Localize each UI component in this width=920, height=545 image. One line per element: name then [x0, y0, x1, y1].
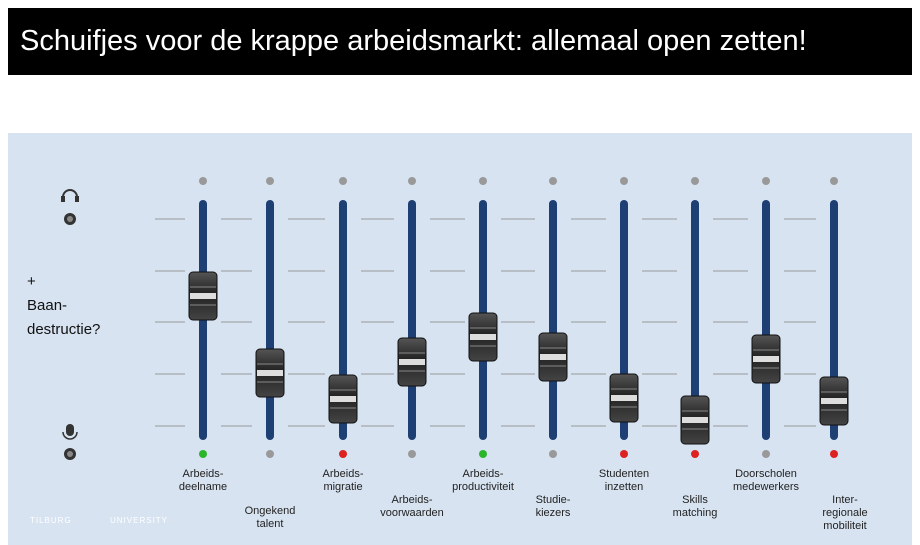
track	[266, 200, 274, 440]
track	[691, 200, 699, 440]
top-dot	[830, 177, 838, 185]
slider-label: Ongekend talent	[244, 505, 296, 530]
slider-label: Arbeids- voorwaarden	[380, 494, 444, 519]
title: Schuifjes voor de krappe arbeidsmarkt: a…	[20, 25, 807, 57]
status-dot	[199, 450, 207, 458]
slider-label: Inter- regionale mobiliteit	[822, 494, 868, 532]
top-dot	[339, 177, 347, 185]
knob-line	[611, 395, 637, 401]
slider-label: Skills matching	[672, 494, 718, 519]
status-dot	[266, 450, 274, 458]
slider-label: Arbeids- productiviteit	[452, 468, 514, 493]
knob-line	[470, 334, 496, 340]
slider-label: Arbeids- migratie	[322, 468, 364, 493]
mic-icon	[62, 424, 78, 460]
status-dot	[691, 450, 699, 458]
top-dot	[479, 177, 487, 185]
plus: +	[27, 273, 36, 290]
slider-label: Doorscholen medewerkers	[732, 468, 800, 493]
top-dot	[199, 177, 207, 185]
track	[408, 200, 416, 440]
knob-line	[257, 370, 283, 376]
title-bar: Schuifjes voor de krappe arbeidsmarkt: a…	[8, 8, 912, 75]
status-dot	[479, 450, 487, 458]
status-dot	[762, 450, 770, 458]
knob-line	[330, 396, 356, 402]
top-dot	[691, 177, 699, 185]
status-dot	[339, 450, 347, 458]
slider-label: Studie- kiezers	[535, 494, 571, 519]
knob-line	[399, 359, 425, 365]
logo-right: UNIVERSITY	[110, 516, 169, 525]
side-text: Baan- destructie?	[27, 297, 101, 338]
status-dot	[408, 450, 416, 458]
status-dot	[620, 450, 628, 458]
track	[549, 200, 557, 440]
logo-left: TILBURG	[30, 516, 72, 525]
knob-line	[540, 354, 566, 360]
status-dot	[549, 450, 557, 458]
knob-line	[682, 417, 708, 423]
top-dot	[266, 177, 274, 185]
top-dot	[620, 177, 628, 185]
track	[762, 200, 770, 440]
knob-line	[190, 293, 216, 299]
headphone-icon	[61, 189, 79, 225]
status-dot	[830, 450, 838, 458]
top-dot	[549, 177, 557, 185]
slider-label: Arbeids- deelname	[178, 468, 228, 493]
knob-line	[821, 398, 847, 404]
side-note: + Baan- destructie?	[27, 270, 100, 342]
top-dot	[408, 177, 416, 185]
knob-line	[753, 356, 779, 362]
top-dot	[762, 177, 770, 185]
slider-label: Studenten inzetten	[598, 468, 650, 493]
